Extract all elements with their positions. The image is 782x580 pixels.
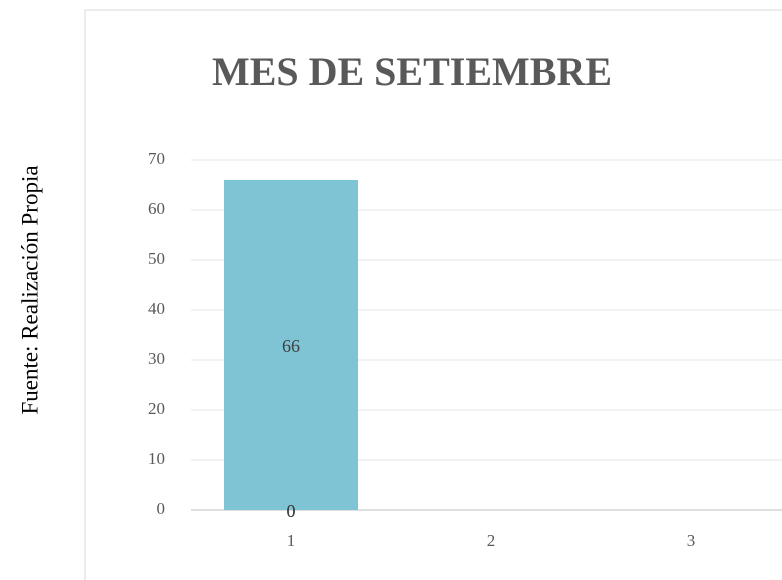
chart-title: MES DE SETIEMBRE (212, 49, 612, 94)
chart-frame (84, 9, 782, 580)
x-tick-label: 2 (487, 531, 496, 550)
x-tick-label: 1 (287, 531, 296, 550)
y-tick-label: 70 (148, 149, 165, 168)
y-tick-label: 20 (148, 399, 165, 418)
data-label: 0 (287, 501, 296, 521)
bar (224, 180, 358, 510)
y-tick-label: 50 (148, 249, 165, 268)
y-tick-label: 0 (157, 499, 166, 518)
source-note: Fuente: Realización Propia (17, 165, 42, 414)
y-tick-label: 40 (148, 299, 165, 318)
y-tick-label: 10 (148, 449, 165, 468)
y-tick-label: 30 (148, 349, 165, 368)
data-label: 66 (282, 336, 300, 356)
x-tick-label: 3 (687, 531, 696, 550)
y-tick-label: 60 (148, 199, 165, 218)
data-label: 0 (287, 501, 296, 521)
